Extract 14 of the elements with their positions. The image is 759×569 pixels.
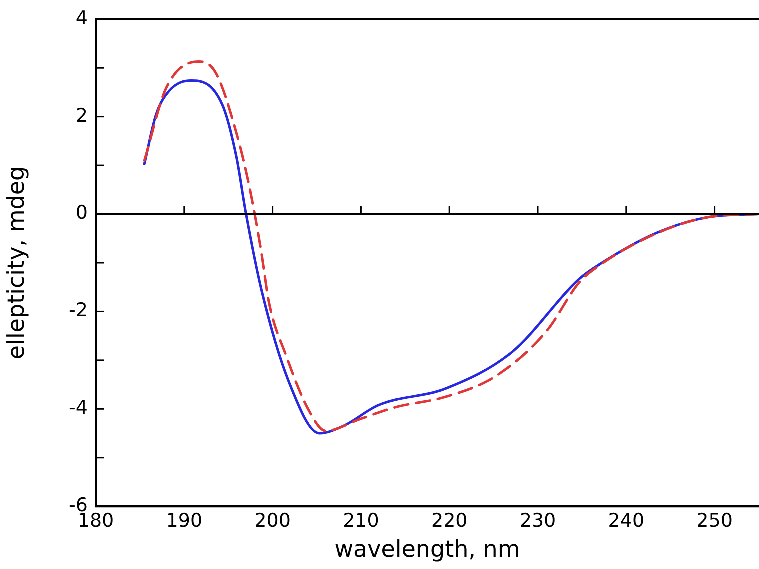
- x-tick-label: 210: [343, 510, 380, 532]
- x-tick-label: 230: [520, 510, 556, 532]
- x-tick-label: 220: [431, 510, 468, 532]
- y-tick-label: -2: [69, 300, 88, 322]
- y-tick-label: 4: [76, 7, 88, 30]
- x-tick-label: 200: [254, 510, 291, 532]
- x-tick-label: 190: [166, 510, 203, 532]
- y-tick-label: -4: [69, 397, 88, 420]
- x-axis-title: wavelength, nm: [334, 537, 520, 564]
- x-tick-label: 240: [608, 510, 645, 532]
- x-tick-label: 250: [696, 510, 733, 532]
- y-tick-label: 0: [76, 202, 88, 224]
- y-axis-title: ellepticity, mdeg: [4, 166, 30, 360]
- y-tick-label: 2: [76, 104, 88, 127]
